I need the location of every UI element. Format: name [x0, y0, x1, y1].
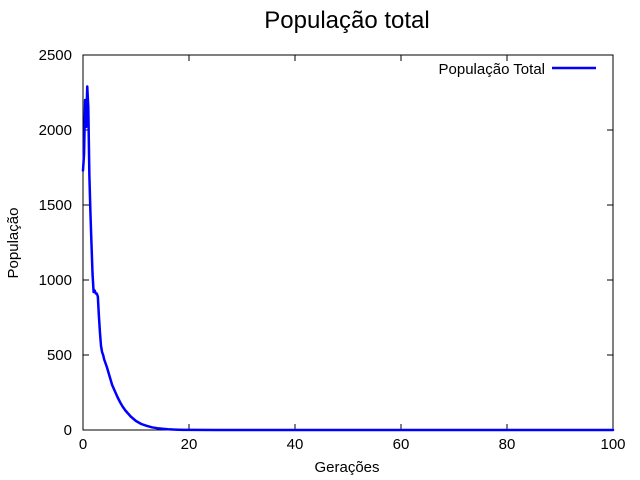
x-tick-label: 100: [600, 436, 625, 453]
x-tick-label: 20: [181, 436, 198, 453]
y-tick-label: 1000: [39, 272, 72, 289]
legend-label: População Total: [439, 61, 545, 78]
x-tick-label: 60: [393, 436, 410, 453]
x-tick-label: 40: [287, 436, 304, 453]
plot-frame: [82, 54, 614, 431]
y-tick-label: 1500: [39, 197, 72, 214]
series-line-populacao-total: [81, 85, 615, 432]
x-tick-label: 0: [79, 436, 87, 453]
y-tick-label: 2500: [39, 47, 72, 64]
x-axis-label: Gerações: [314, 459, 379, 476]
y-axis-ticks: 0 500 1000 1500 2000 2500: [39, 47, 613, 439]
y-axis-label: População: [5, 208, 22, 279]
y-tick-label: 2000: [39, 122, 72, 139]
y-tick-label: 0: [64, 422, 72, 439]
legend: População Total: [439, 61, 596, 78]
x-tick-label: 80: [499, 436, 516, 453]
y-tick-label: 500: [47, 347, 72, 364]
x-axis-ticks: 0 20 40 60 80 100: [79, 55, 626, 453]
chart-title: População total: [264, 7, 429, 34]
